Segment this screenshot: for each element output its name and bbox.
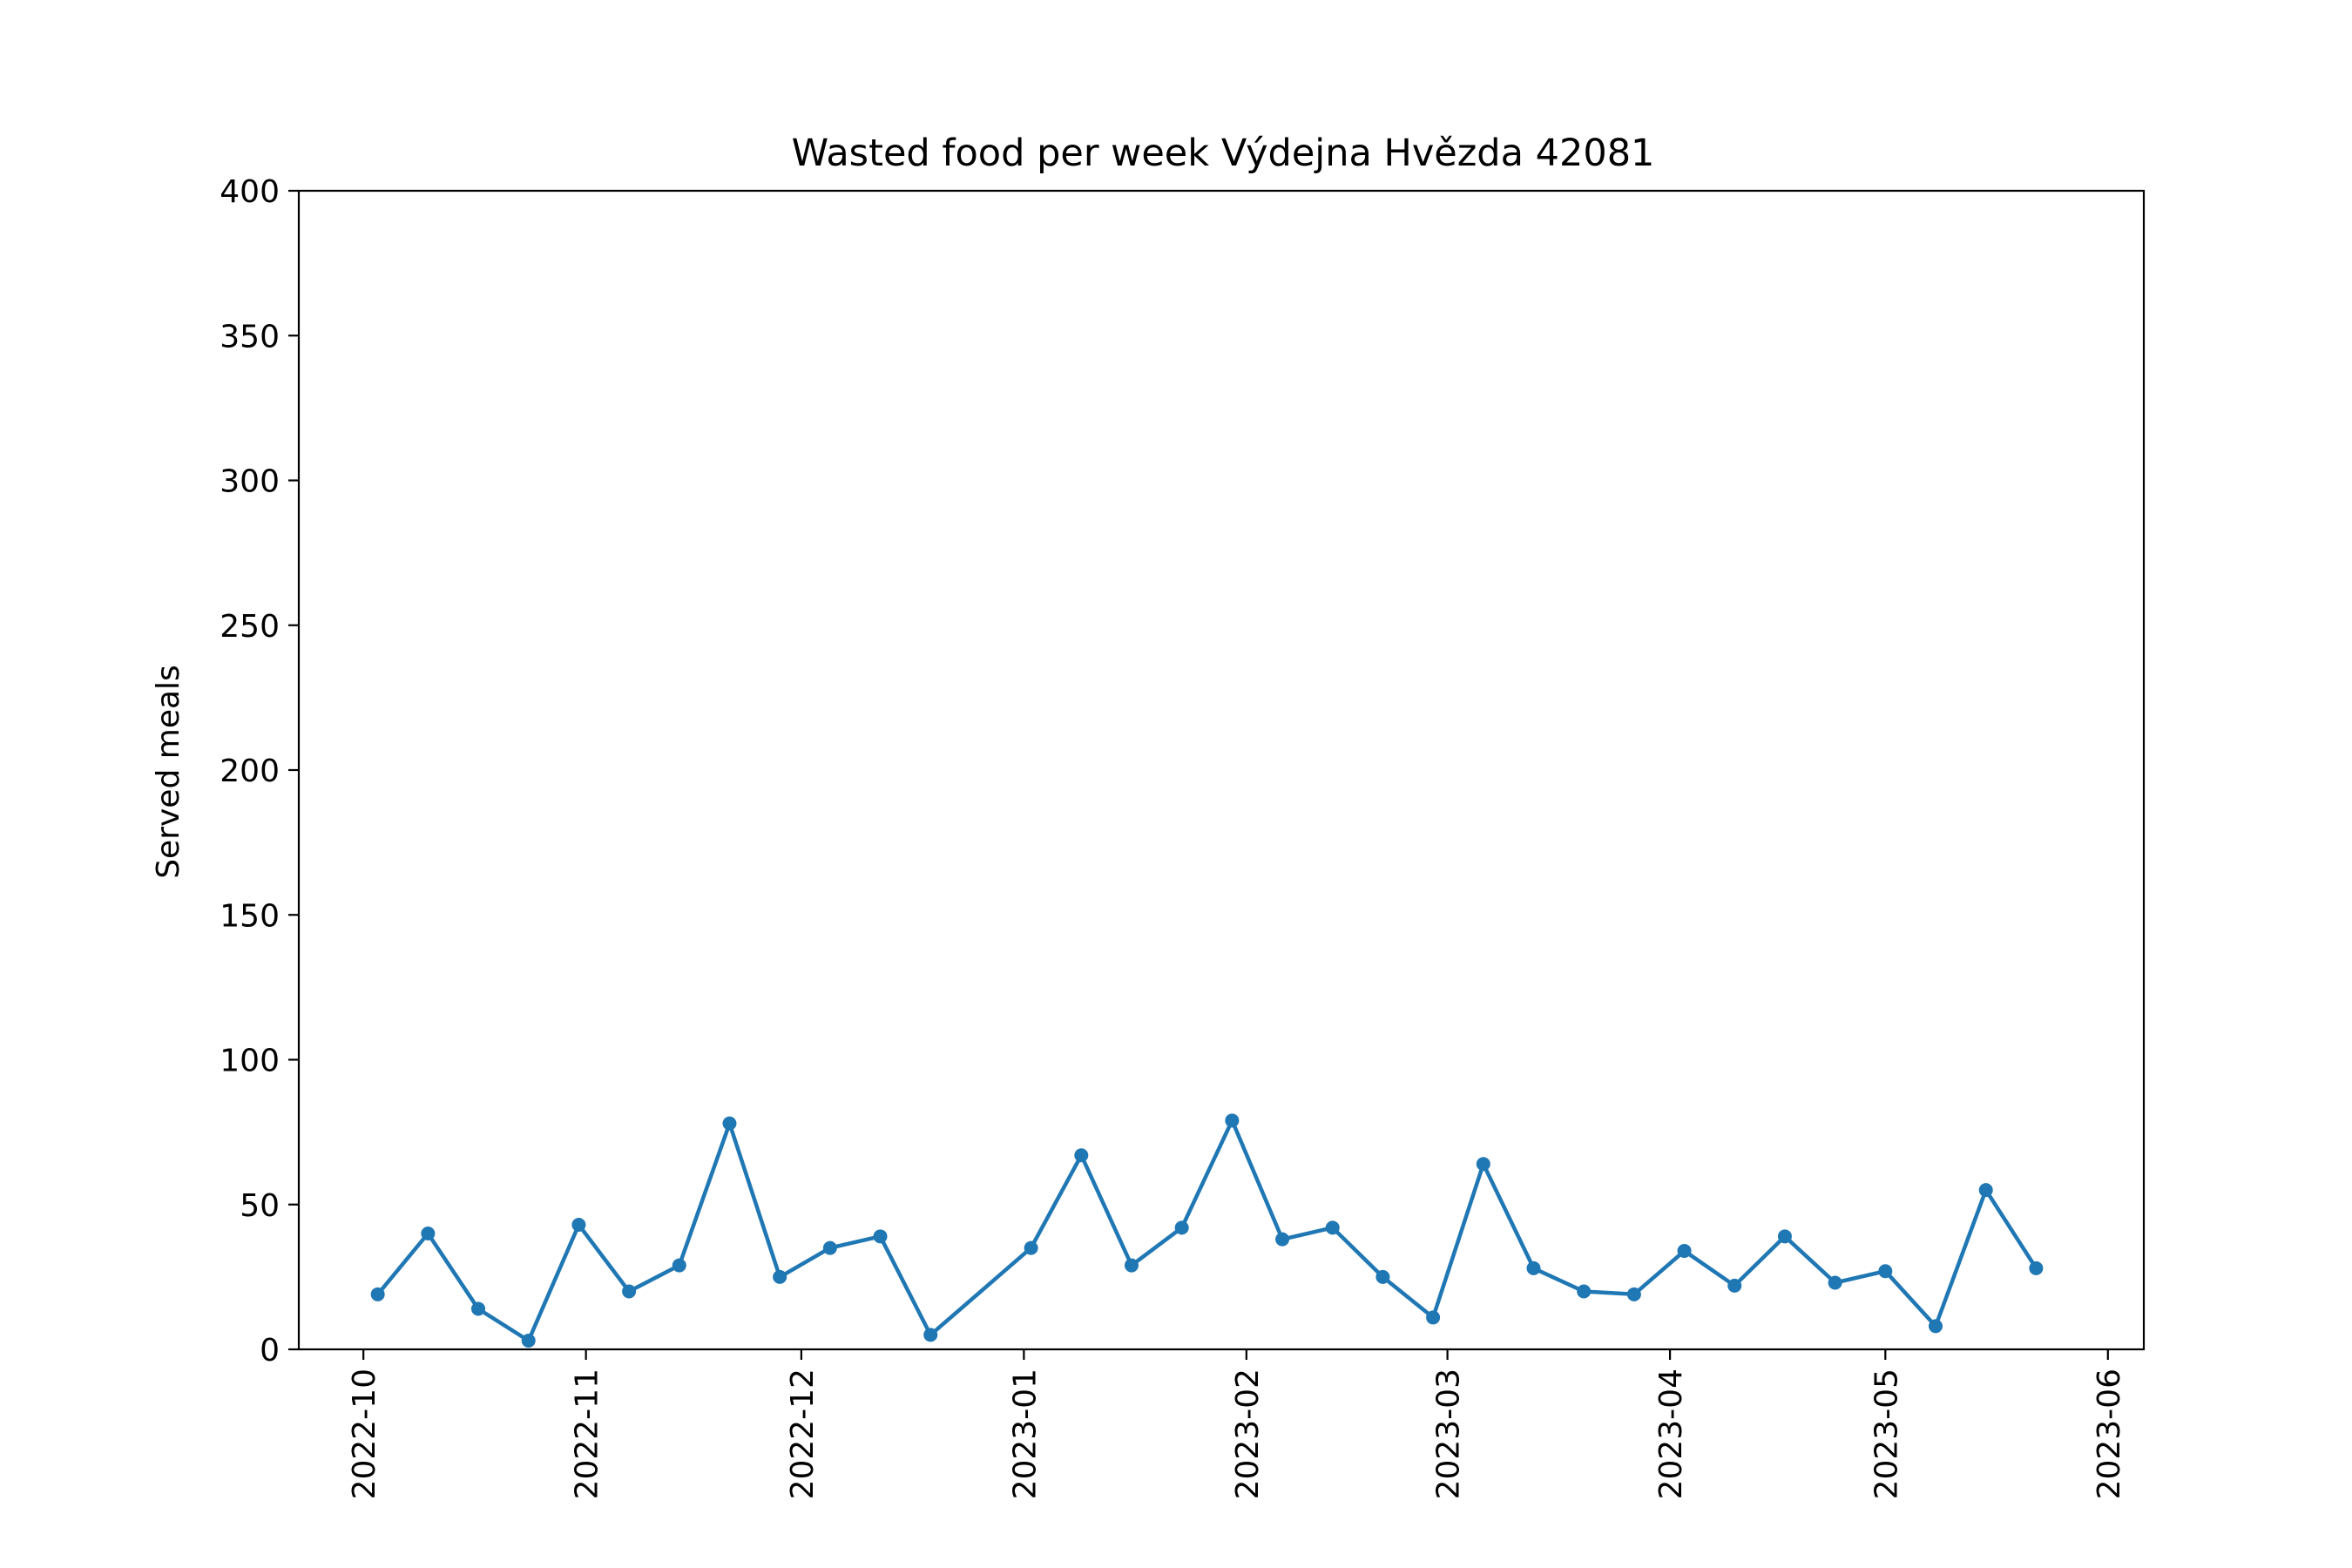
data-point	[822, 1240, 837, 1255]
axes-frame	[297, 189, 2146, 1351]
data-point	[1426, 1310, 1441, 1325]
data-point	[1225, 1113, 1240, 1128]
x-tick-label: 2022-10	[347, 1369, 382, 1499]
x-tick-label: 2023-01	[1007, 1369, 1043, 1499]
data-point	[571, 1218, 586, 1233]
data-point	[471, 1301, 486, 1316]
x-tick-label: 2023-06	[2092, 1369, 2127, 1499]
x-tick-label: 2023-03	[1431, 1369, 1467, 1499]
data-point	[1777, 1229, 1792, 1244]
data-point	[1074, 1148, 1089, 1163]
data-point	[1375, 1269, 1390, 1284]
data-point	[1978, 1183, 1993, 1198]
data-point	[1024, 1240, 1038, 1255]
chart-title: Wasted food per week Výdejna Hvězda 4208…	[792, 132, 1655, 175]
y-tick-label: 250	[220, 609, 280, 645]
y-axis-label: Served meals	[151, 665, 186, 879]
data-point	[521, 1334, 536, 1348]
data-point	[1275, 1232, 1290, 1247]
plot-area	[370, 1113, 2044, 1348]
data-point	[1828, 1275, 1842, 1290]
data-point	[370, 1287, 385, 1301]
y-tick-label: 0	[260, 1333, 280, 1369]
data-point	[1626, 1287, 1641, 1301]
data-point	[1526, 1260, 1541, 1275]
x-tick-label: 2022-12	[785, 1369, 821, 1499]
data-point	[1476, 1157, 1490, 1172]
x-axis: 2022-10 2022-11 2022-12 2023-01 2023-02 2023-…	[347, 1349, 2127, 1499]
y-tick-label: 300	[220, 464, 280, 500]
y-axis: 0 50 100 150 200 250 300 350 400	[220, 174, 299, 1369]
data-point	[1325, 1220, 1340, 1235]
data-point	[773, 1269, 787, 1284]
x-tick-label: 2023-05	[1869, 1369, 1904, 1499]
data-point	[1124, 1258, 1139, 1273]
data-point	[622, 1284, 637, 1299]
y-tick-label: 50	[240, 1188, 280, 1224]
data-point	[1929, 1319, 1943, 1334]
data-point	[1577, 1284, 1592, 1299]
data-point	[672, 1258, 686, 1273]
data-point	[923, 1328, 938, 1342]
y-tick-label: 100	[220, 1044, 280, 1079]
data-point	[1727, 1278, 1742, 1293]
x-tick-label: 2022-11	[570, 1369, 605, 1499]
data-point	[1677, 1243, 1692, 1258]
data-point	[421, 1227, 436, 1240]
y-tick-label: 400	[220, 174, 280, 210]
data-point	[2029, 1260, 2044, 1275]
data-point	[873, 1229, 888, 1244]
y-tick-label: 200	[220, 754, 280, 789]
y-tick-label: 150	[220, 898, 280, 934]
data-point	[1878, 1264, 1893, 1279]
x-tick-label: 2023-04	[1653, 1369, 1689, 1499]
data-point	[722, 1116, 737, 1131]
y-tick-label: 350	[220, 319, 280, 355]
data-point	[1174, 1220, 1189, 1235]
x-tick-label: 2023-02	[1230, 1369, 1266, 1499]
